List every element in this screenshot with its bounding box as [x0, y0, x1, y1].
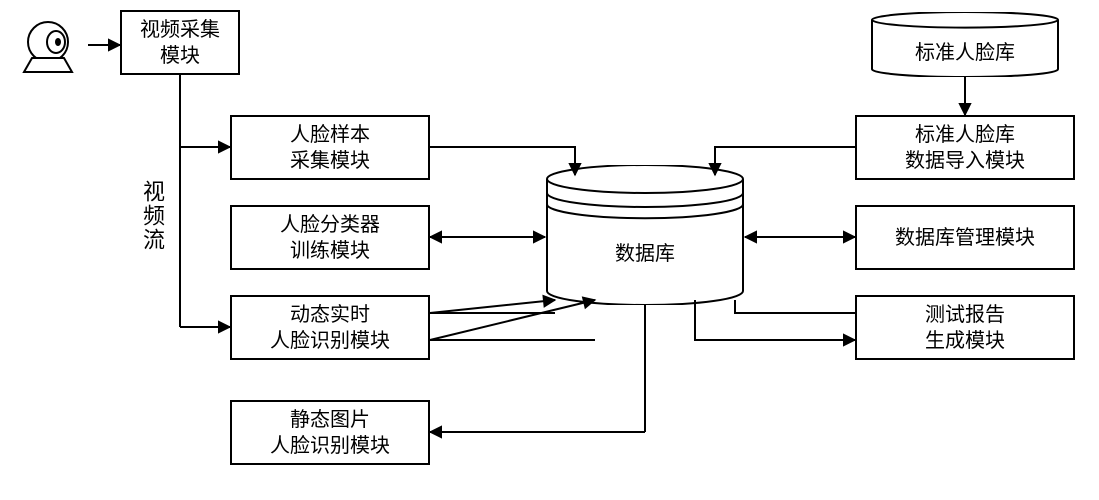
box-text-line: 数据导入模块 [905, 148, 1025, 174]
box-text-line: 测试报告 [925, 302, 1005, 328]
realtime-to-db [430, 300, 555, 313]
std-facelib-import-module-box: 标准人脸库数据导入模块 [855, 115, 1075, 180]
cylinder-label: 标准人脸库 [915, 41, 1015, 64]
box-text-line: 数据库管理模块 [895, 225, 1035, 251]
box-text-line: 人脸识别模块 [270, 433, 390, 459]
box-text-line: 人脸识别模块 [270, 328, 390, 354]
video-stream-label: 视频流 [136, 180, 168, 252]
face-sample-module-box: 人脸样本采集模块 [230, 115, 430, 180]
realtime-to-db-2 [430, 300, 595, 340]
box-text-line: 生成模块 [925, 328, 1005, 354]
box-text-line: 人脸分类器 [280, 212, 380, 238]
realtime-recognition-module-box: 动态实时人脸识别模块 [230, 295, 430, 360]
box-text-line: 采集模块 [290, 148, 370, 174]
standard-face-library-cylinder: 标准人脸库 [870, 12, 1060, 77]
box-text-line: 动态实时 [290, 302, 370, 328]
report-from-db-2 [695, 300, 855, 340]
report-from-db [735, 300, 855, 313]
video-capture-module-box: 视频采集模块 [120, 10, 240, 75]
box-text-line: 静态图片 [290, 407, 370, 433]
database-cylinder: 数据库 [545, 165, 745, 305]
box-text-line: 训练模块 [290, 238, 370, 264]
box-text-line: 标准人脸库 [915, 122, 1015, 148]
cylinder-label: 数据库 [615, 242, 675, 265]
database-mgmt-module-box: 数据库管理模块 [855, 205, 1075, 270]
box-text-line: 模块 [160, 43, 200, 69]
classifier-training-module-box: 人脸分类器训练模块 [230, 205, 430, 270]
box-text-line: 人脸样本 [290, 122, 370, 148]
box-text-line: 视频采集 [140, 17, 220, 43]
static-recognition-module-box: 静态图片人脸识别模块 [230, 400, 430, 465]
test-report-module-box: 测试报告生成模块 [855, 295, 1075, 360]
